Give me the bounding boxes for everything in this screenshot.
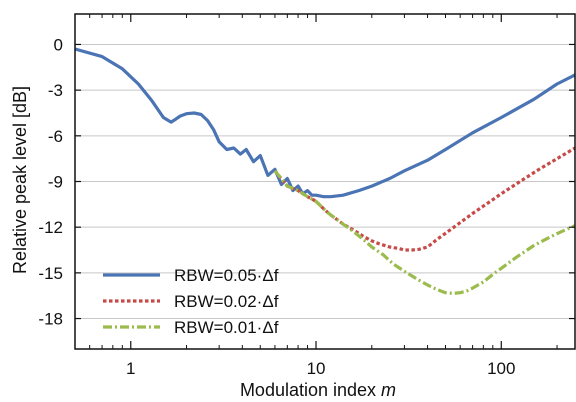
x-tick-label: 1: [126, 359, 135, 378]
y-tick-label: -12: [38, 218, 63, 237]
legend-label: RBW=0.02·Δf: [174, 292, 279, 311]
y-tick-label: -6: [48, 127, 63, 146]
x-axis-title: Modulation index m: [240, 380, 396, 400]
series-lines: [74, 47, 576, 295]
y-tick-label: -3: [48, 81, 63, 100]
legend-label: RBW=0.01·Δf: [174, 318, 279, 337]
series-line-3: [273, 169, 576, 295]
y-tick-label: -15: [38, 264, 63, 283]
y-axis-ticks: 0 -3 -6 -9 -12 -15 -18: [38, 35, 575, 329]
series-line-1: [74, 47, 576, 199]
series-line-2: [273, 146, 576, 252]
x-tick-label: 10: [307, 359, 326, 378]
grid-lines: [75, 43, 575, 320]
x-tick-label: 100: [487, 359, 515, 378]
legend: RBW=0.05·Δf RBW=0.02·Δf RBW=0.01·Δf: [103, 266, 279, 337]
x-axis-ticks: 1 10 100: [74, 14, 558, 378]
y-tick-label: -18: [38, 310, 63, 329]
y-tick-label: 0: [54, 35, 63, 54]
legend-label: RBW=0.05·Δf: [174, 266, 279, 285]
y-axis-title: Relative peak level [dB]: [10, 86, 30, 274]
y-tick-label: -9: [48, 173, 63, 192]
